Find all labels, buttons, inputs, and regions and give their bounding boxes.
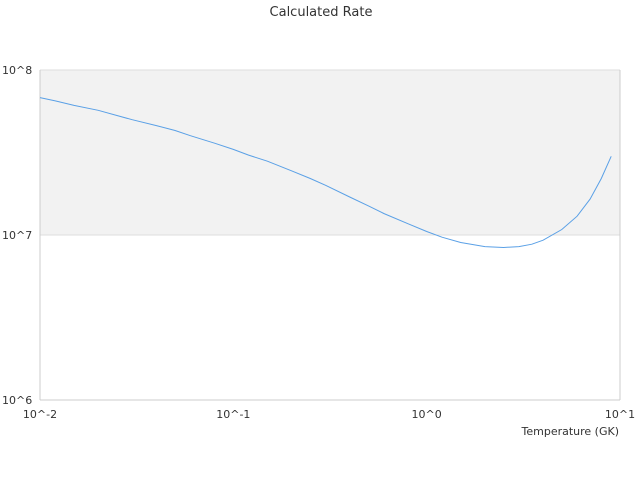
- x-tick-label: 10^1: [605, 408, 635, 421]
- y-tick-label: 10^7: [2, 229, 32, 242]
- x-tick-label: 10^-1: [216, 408, 250, 421]
- x-axis-label: Temperature (GK): [521, 425, 620, 438]
- chart-title: Calculated Rate: [270, 5, 373, 20]
- axes: [39, 70, 621, 401]
- x-tick-label: 10^-2: [23, 408, 57, 421]
- y-tick-label: 10^8: [2, 64, 32, 77]
- plot-band: [40, 70, 620, 235]
- x-tick-label: 10^0: [412, 408, 442, 421]
- y-tick-label: 10^6: [2, 394, 32, 407]
- x-tick-labels: 10^-2 10^-1 10^0 10^1: [23, 408, 635, 421]
- series-line: [39, 97, 612, 249]
- y-tick-labels: 10^6 10^7 10^8: [2, 64, 32, 407]
